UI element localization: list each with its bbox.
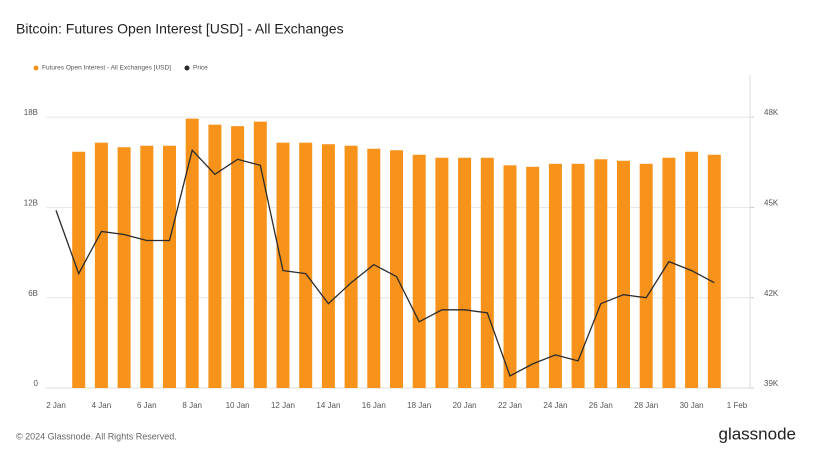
logo: glassnode — [718, 424, 796, 443]
x-tick-label: 26 Jan — [589, 401, 613, 410]
x-tick-label: 20 Jan — [453, 401, 477, 410]
y-tick-label: 0 — [34, 379, 39, 388]
bar — [571, 163, 585, 388]
x-tick-label: 2 Jan — [46, 401, 66, 410]
bar — [208, 124, 222, 388]
y2-tick-label: 45K — [764, 199, 779, 208]
legend-swatch — [184, 65, 190, 71]
y2-tick-label: 42K — [764, 289, 779, 298]
bar — [321, 144, 335, 388]
bar — [480, 157, 494, 388]
legend-swatch — [33, 65, 39, 71]
y-tick-label: 18B — [24, 108, 38, 117]
y2-tick-label: 48K — [764, 108, 779, 117]
x-tick-label: 24 Jan — [543, 401, 567, 410]
bar — [72, 151, 86, 388]
bar — [435, 157, 449, 388]
legend-label: Price — [193, 65, 208, 72]
bar — [163, 145, 176, 388]
bar — [94, 142, 108, 388]
price-line — [55, 148, 715, 377]
bar — [276, 142, 290, 388]
bar — [685, 151, 699, 388]
bar — [503, 165, 517, 388]
x-tick-label: 10 Jan — [226, 401, 250, 410]
bar — [231, 126, 245, 389]
x-tick-label: 14 Jan — [316, 401, 340, 410]
bar — [390, 150, 403, 388]
x-tick-label: 28 Jan — [634, 401, 658, 410]
bar — [707, 154, 721, 388]
x-tick-label: 16 Jan — [362, 401, 386, 410]
bar — [412, 154, 426, 388]
copyright: © 2024 Glassnode. All Rights Reserved. — [16, 431, 177, 441]
bar — [548, 163, 562, 388]
y2-tick-label: 39K — [764, 379, 779, 388]
bar — [458, 157, 472, 388]
y-tick-label: 6B — [28, 289, 38, 298]
bar — [367, 148, 381, 388]
x-tick-label: 12 Jan — [271, 401, 295, 410]
legend-label: Futures Open Interest - All Exchanges [U… — [42, 65, 171, 72]
x-tick-label: 22 Jan — [498, 401, 522, 410]
bar — [344, 145, 358, 388]
bar — [526, 166, 540, 388]
x-tick-label: 8 Jan — [182, 401, 202, 410]
bar — [185, 118, 199, 389]
y-tick-label: 12B — [24, 199, 38, 208]
bar — [140, 145, 154, 388]
bar — [117, 147, 131, 388]
bar — [594, 159, 608, 388]
bar — [639, 163, 653, 388]
bar — [617, 160, 630, 388]
x-tick-label: 4 Jan — [92, 401, 112, 410]
x-tick-label: 18 Jan — [407, 401, 431, 410]
x-tick-label: 30 Jan — [680, 401, 704, 410]
chart-title: Bitcoin: Futures Open Interest [USD] - A… — [16, 21, 344, 37]
x-tick-label: 6 Jan — [137, 401, 157, 410]
bar — [299, 142, 313, 388]
bar — [662, 157, 676, 388]
bar — [253, 121, 267, 388]
x-tick-label: 1 Feb — [727, 401, 748, 410]
